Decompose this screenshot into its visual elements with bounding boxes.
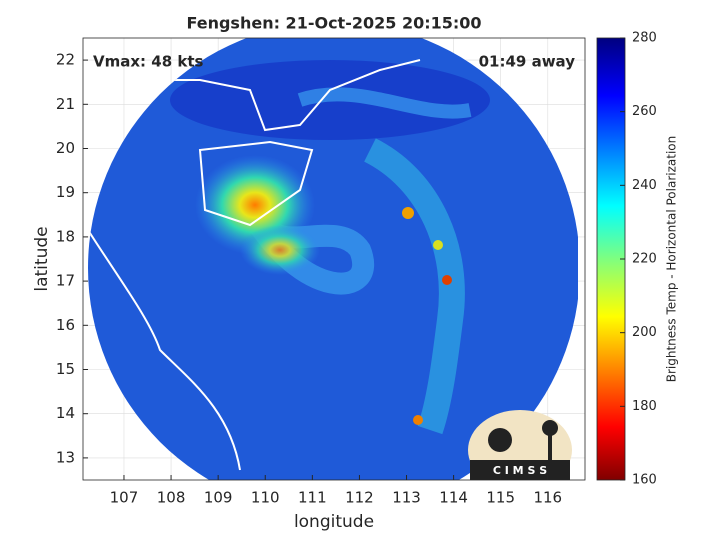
x-tick-label: 109	[204, 489, 233, 507]
x-tick-label: 107	[110, 489, 139, 507]
y-tick-label: 14	[56, 404, 75, 422]
y-axis-label: latitude	[32, 226, 52, 291]
x-tick-label: 110	[251, 489, 280, 507]
x-tick-label: 112	[345, 489, 374, 507]
colorbar-tick-label: 180	[632, 399, 657, 414]
title: Fengshen: 21-Oct-2025 20:15:00	[186, 14, 481, 33]
satellite-image: C I M S S	[88, 38, 578, 480]
time-away-label: 01:49 away	[479, 53, 576, 71]
vmax-label: Vmax: 48 kts	[93, 53, 203, 71]
colorbar-tick-label: 160	[632, 473, 657, 488]
y-tick-label: 17	[56, 272, 75, 290]
colorbar-tick-label: 220	[632, 252, 657, 267]
y-tick-label: 19	[56, 183, 75, 201]
x-tick-label: 111	[298, 489, 327, 507]
x-tick-label: 114	[439, 489, 468, 507]
x-tick-label: 115	[486, 489, 515, 507]
y-tick-label: 13	[56, 448, 75, 466]
cimss-logo: C I M S S	[468, 410, 572, 480]
x-tick-label: 116	[533, 489, 562, 507]
y-tick-label: 22	[56, 51, 75, 69]
y-tick-label: 15	[56, 360, 75, 378]
x-tick-label: 108	[157, 489, 186, 507]
colorbar-tick-label: 200	[632, 325, 657, 340]
x-axis-label: longitude	[294, 512, 374, 532]
y-tick-label: 16	[56, 316, 75, 334]
colorbar-label: Brightness Temp - Horizontal Polarizatio…	[665, 136, 679, 383]
colorbar-tick-label: 260	[632, 104, 657, 119]
y-tick-label: 21	[56, 95, 75, 113]
x-tick-label: 113	[392, 489, 421, 507]
colorbar-tick-label: 240	[632, 178, 657, 193]
logo-text: C I M S S	[493, 464, 547, 477]
y-tick-label: 18	[56, 227, 75, 245]
colorbar-tick-label: 280	[632, 31, 657, 46]
y-tick-label: 20	[56, 139, 75, 157]
